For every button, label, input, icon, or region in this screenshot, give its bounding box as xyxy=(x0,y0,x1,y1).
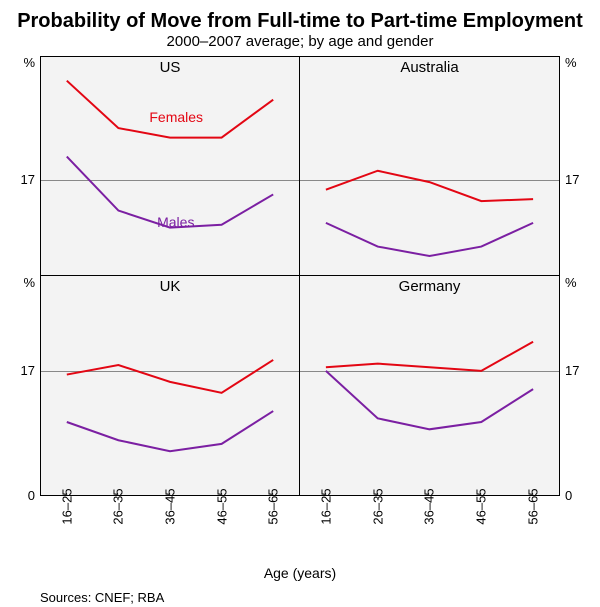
y-zero-left: 0 xyxy=(5,488,35,503)
panel-plot-uk xyxy=(41,276,299,495)
series-label-females: Females xyxy=(149,109,203,125)
x-tick: 16–25 xyxy=(318,487,333,527)
x-tick: 16–25 xyxy=(59,487,74,527)
y-unit-right-top: % xyxy=(565,55,595,70)
y-unit-left-top: % xyxy=(5,55,35,70)
x-tick: 56–65 xyxy=(526,487,541,527)
y-tick-left-top: 17 xyxy=(5,172,35,187)
x-axis-label: Age (years) xyxy=(41,565,559,581)
x-tick: 26–35 xyxy=(111,487,126,527)
panel-plot-australia xyxy=(300,57,559,275)
y-tick-left-bottom: 17 xyxy=(5,363,35,378)
y-unit-left-bottom: % xyxy=(5,275,35,290)
panel-plot-germany xyxy=(300,276,559,495)
x-tick: 36–45 xyxy=(162,487,177,527)
sources-label: Sources: CNEF; RBA xyxy=(40,590,600,605)
panel-germany: Germany 17 0 16–2526–3536–4546–5556–65 xyxy=(300,276,559,495)
x-tick: 46–55 xyxy=(474,487,489,527)
y-unit-right-bottom: % xyxy=(565,275,595,290)
y-tick-right-bottom: 17 xyxy=(565,363,595,378)
x-tick: 26–35 xyxy=(370,487,385,527)
x-ticks-left: 16–2526–3536–4546–5556–65 xyxy=(41,499,299,559)
panel-plot-us xyxy=(41,57,299,275)
panel-grid: % % % % US Females Males 17 Australia 17… xyxy=(40,56,560,496)
chart-title: Probability of Move from Full-time to Pa… xyxy=(0,10,600,33)
x-tick: 46–55 xyxy=(214,487,229,527)
series-label-males: Males xyxy=(157,214,194,230)
panel-us: US Females Males 17 xyxy=(41,57,300,276)
y-zero-right: 0 xyxy=(565,488,595,503)
x-tick: 56–65 xyxy=(266,487,281,527)
panel-uk: UK 17 0 16–2526–3536–4546–5556–65 xyxy=(41,276,300,495)
chart-subtitle: 2000–2007 average; by age and gender xyxy=(0,33,600,50)
x-ticks-right: 16–2526–3536–4546–5556–65 xyxy=(300,499,559,559)
x-tick: 36–45 xyxy=(422,487,437,527)
y-tick-right-top: 17 xyxy=(565,172,595,187)
chart-container: Probability of Move from Full-time to Pa… xyxy=(0,0,600,605)
panel-australia: Australia 17 xyxy=(300,57,559,276)
